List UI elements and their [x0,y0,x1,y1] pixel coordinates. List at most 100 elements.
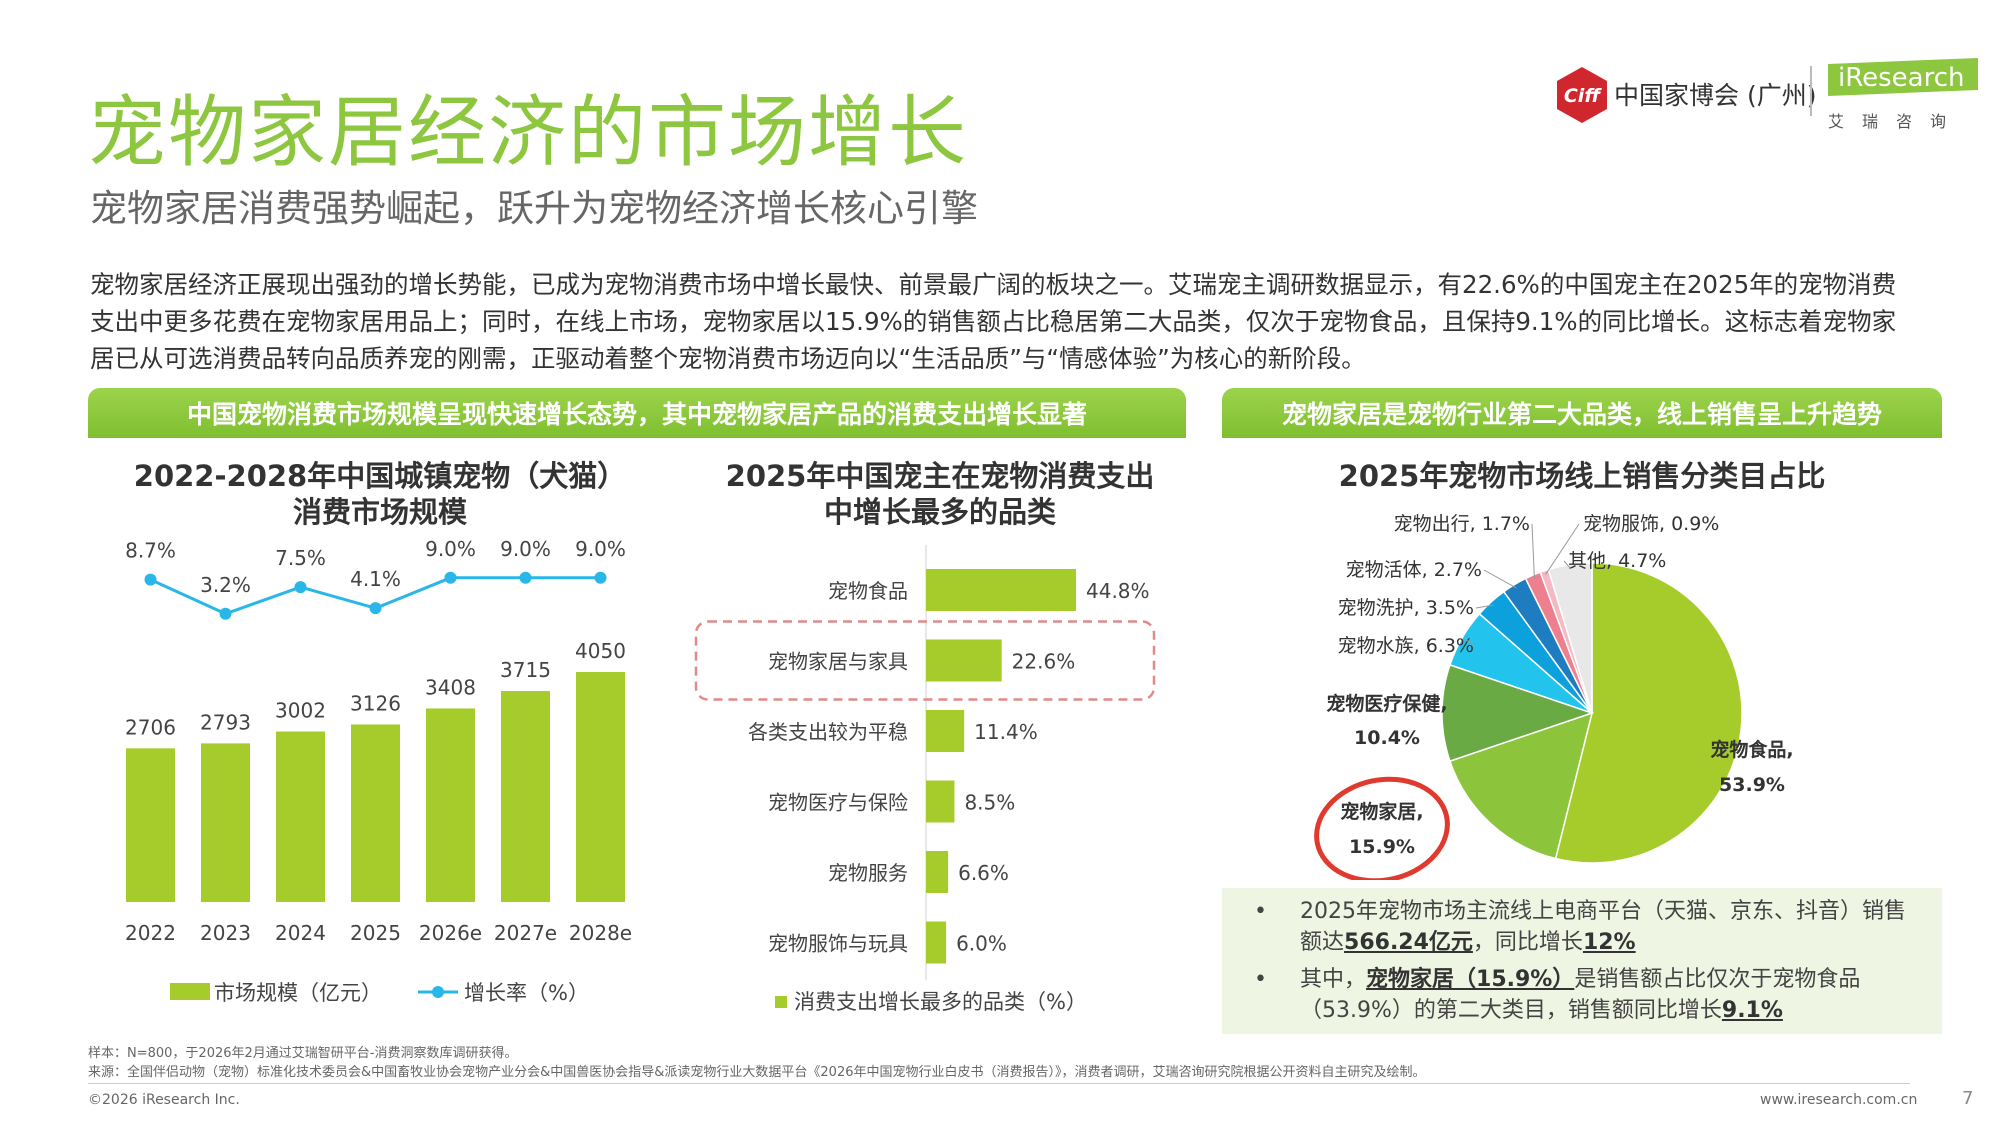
pie-slice-label: 宠物水族, 6.3% [1338,635,1474,657]
ciff-logo: Ciff [1557,67,1607,123]
legend-swatch-point [432,986,444,998]
market-size-bar [351,724,400,902]
growth-rate-point [369,602,382,615]
growth-rate-point [144,573,157,586]
ciff-logo-mark: Ciff [1564,85,1602,107]
category-label: 宠物服务 [828,861,908,885]
iresearch-logo: iResearch [1828,58,1978,96]
note-text-part: 其中， [1300,967,1367,992]
legend-swatch-bar [170,983,210,1000]
page-subtitle: 宠物家居消费强势崛起，跃升为宠物经济增长核心引擎 [90,187,978,230]
category-bar [926,921,947,964]
bar-value-label: 3408 [425,675,476,699]
pie-leader-line [1563,560,1571,569]
bar-value-label: 3126 [350,691,401,715]
category-label: 宠物家居与家具 [768,650,908,674]
pie-leader-line [1545,523,1580,575]
copyright: ©2026 iResearch Inc. [88,1092,240,1108]
website-link[interactable]: www.iresearch.com.cn [1760,1092,1918,1108]
footer-divider [88,1083,1910,1084]
chart2-title-line2: 中增长最多的品类 [823,495,1056,529]
pie-slice-label: 宠物家居, [1340,800,1423,823]
bar-value-label: 2706 [125,715,176,739]
growth-rate-label: 7.5% [275,546,326,570]
category-bar [926,639,1002,682]
sample-note: 样本：N=800，于2026年2月通过艾瑞智研平台-消费洞察数库调研获得。 [88,1046,518,1061]
chart2-title: 2025年中国宠主在宠物消费支出 中增长最多的品类 [690,458,1190,530]
bar-value-label: 22.6% [1012,650,1076,674]
note-highlight: 566.24亿元 [1344,930,1473,955]
bar-value-label: 11.4% [974,720,1038,744]
note-text: 其中，宠物家居（15.9%）是销售额占比仅次于宠物食品（53.9%）的第二大类目… [1300,964,1914,1026]
bar-value-label: 6.6% [958,861,1009,885]
market-size-bar [576,672,625,902]
pie-slice-label: 宠物活体, 2.7% [1346,559,1482,581]
category-label: 宠物医疗与保险 [768,791,908,815]
pie-leader-line [1475,604,1494,609]
growth-rate-label: 9.0% [500,537,551,561]
note-item: • 2025年宠物市场主流线上电商平台（天猫、京东、抖音）销售额达566.24亿… [1254,896,1914,958]
intro-paragraph: 宠物家居经济正展现出强劲的增长势能，已成为宠物消费市场中增长最快、前景最广阔的板… [90,270,1897,373]
iresearch-logo-subtext: 艾瑞咨询 [1828,112,1965,131]
note-highlight: 宠物家居（15.9%） [1366,967,1575,992]
category-bar [926,569,1076,611]
chart1-title-line1: 2022-2028年中国城镇宠物（犬猫） [133,459,627,493]
category-bar [926,780,955,823]
pie-slice-label: 53.9% [1719,774,1785,796]
market-size-bar [276,731,325,902]
legend-label: 增长率（%） [464,981,589,1005]
legend-label: 市场规模（亿元） [214,981,382,1005]
highlight-circle [1314,776,1450,880]
pie-slice [1441,663,1595,763]
pie-slice-label: 宠物医疗保健, [1326,692,1447,715]
note-item: • 其中，宠物家居（15.9%）是销售额占比仅次于宠物食品（53.9%）的第二大… [1254,964,1914,1026]
pie-slice [1554,562,1743,864]
market-size-bar [126,748,175,902]
iresearch-logo-mark: iResearch [1838,63,1964,93]
growth-rate-point [519,571,532,584]
bar-value-label: 3002 [275,699,326,723]
bar-value-label: 4050 [575,639,626,663]
category-bar [926,851,949,893]
chart1-title-line2: 消费市场规模 [292,495,467,529]
growth-rate-point [219,607,232,620]
source-note: 来源：全国伴侣动物（宠物）标准化技术委员会&中国畜牧业协会宠物产业分会&中国兽医… [88,1065,1426,1080]
pie-slice-label: 宠物出行, 1.7% [1394,513,1530,535]
note-text-part: 2025年宠物市场主流线上电商平台（天猫、京东、抖音）销售额达 [1300,899,1906,955]
x-axis-tick-label: 2028e [569,921,632,945]
notes-box: • 2025年宠物市场主流线上电商平台（天猫、京东、抖音）销售额达566.24亿… [1222,888,1942,1034]
bullet-icon: • [1254,899,1267,924]
online-sales-pie-chart: 宠物食品, 53.9% 宠物家居, 15.9% 宠物医疗保健, 10.4% 宠物水族, 6.… [1314,513,1794,880]
market-size-bar [201,743,250,902]
logo-divider [1810,66,1812,116]
x-axis-tick-label: 2022 [125,921,176,945]
x-axis-tick-label: 2026e [419,921,482,945]
ciff-logo-text: 中国家博会 (广州) [1614,81,1817,110]
category-label: 宠物服饰与玩具 [768,932,908,956]
bullet-icon: • [1254,967,1267,992]
pie-slice-label: 15.9% [1349,836,1415,858]
legend-label: 消费支出增长最多的品类（%） [794,990,1087,1014]
growth-rate-label: 9.0% [575,537,626,561]
pie-slice-label: 10.4% [1354,727,1420,749]
pie-leader-line [1483,569,1517,589]
pie-slice-label: 宠物服饰, 0.9% [1583,513,1719,535]
x-axis-tick-label: 2023 [200,921,251,945]
category-bar [926,710,965,752]
legend-swatch-bar [775,996,787,1008]
bar-value-label: 2793 [200,710,251,734]
growth-rate-label: 3.2% [200,573,251,597]
x-axis-tick-label: 2027e [494,921,557,945]
growth-rate-label: 8.7% [125,539,176,563]
growth-rate-label: 9.0% [425,537,476,561]
bar-value-label: 8.5% [964,791,1015,815]
note-text-part: ，同比增长 [1472,930,1583,955]
market-size-bar [501,691,550,902]
market-size-bar [426,708,475,902]
note-text-part: 是销售额占比仅次于宠物食品（53.9%）的第二大类目，销售额同比增长 [1300,967,1861,1023]
growth-rate-point [294,581,307,594]
highlight-box [694,620,1156,701]
note-highlight: 12% [1582,930,1636,955]
note-text: 2025年宠物市场主流线上电商平台（天猫、京东、抖音）销售额达566.24亿元，… [1300,896,1914,958]
growth-rate-point [594,571,607,584]
